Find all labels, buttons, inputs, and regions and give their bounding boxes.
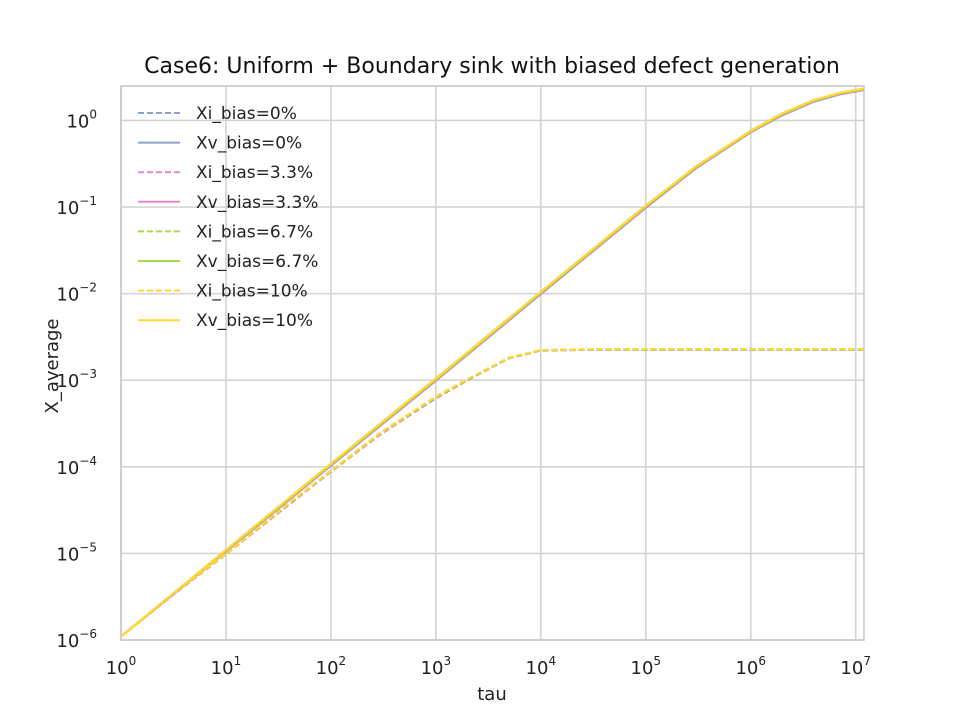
x-tick-label: 104 xyxy=(526,654,557,679)
y-tick-base: 10 xyxy=(56,544,79,565)
legend-label: Xi_bias=0% xyxy=(196,104,297,124)
x-tick-label: 101 xyxy=(211,654,242,679)
y-tick-base: 10 xyxy=(56,458,79,479)
x-tick-exp: 6 xyxy=(758,654,766,668)
legend-label: Xi_bias=6.7% xyxy=(196,222,313,242)
y-tick-base: 10 xyxy=(56,631,79,652)
x-tick-base: 10 xyxy=(106,658,129,679)
x-tick-exp: 3 xyxy=(443,654,451,668)
x-tick-exp: 5 xyxy=(653,654,661,668)
x-tick-exp: 4 xyxy=(548,654,556,668)
x-tick-base: 10 xyxy=(316,658,339,679)
y-tick-base: 10 xyxy=(66,111,89,132)
y-tick-label: 10−5 xyxy=(56,540,97,565)
y-tick-exp: −2 xyxy=(79,281,97,295)
y-axis-label: X_average xyxy=(42,318,63,413)
x-tick-base: 10 xyxy=(631,658,654,679)
x-tick-base: 10 xyxy=(735,658,758,679)
legend-label: Xv_bias=10% xyxy=(196,311,313,331)
y-tick-label: 10−3 xyxy=(56,367,97,392)
legend-label: Xv_bias=6.7% xyxy=(196,252,318,272)
x-tick-exp: 2 xyxy=(339,654,347,668)
series-line-xi-bias-10- xyxy=(121,348,864,638)
y-tick-base: 10 xyxy=(56,198,79,219)
y-tick-label: 100 xyxy=(66,107,97,132)
x-tick-base: 10 xyxy=(840,658,863,679)
y-tick-exp: 0 xyxy=(89,107,97,121)
chart-title: Case6: Uniform + Boundary sink with bias… xyxy=(144,54,840,79)
legend-label: Xv_bias=0% xyxy=(196,134,302,154)
x-tick-base: 10 xyxy=(421,658,444,679)
legend-label: Xi_bias=10% xyxy=(196,282,308,302)
y-tick-exp: −3 xyxy=(79,367,97,381)
x-tick-base: 10 xyxy=(526,658,549,679)
legend-label: Xi_bias=3.3% xyxy=(196,163,313,183)
y-tick-label: 10−1 xyxy=(56,194,97,219)
y-tick-label: 10−2 xyxy=(56,281,97,306)
legend: Xi_bias=0% Xv_bias=0% Xi_bias=3.3% Xv_bias=… xyxy=(138,104,318,331)
x-axis-label: tau xyxy=(477,684,507,705)
legend-label: Xv_bias=3.3% xyxy=(196,193,318,213)
x-tick-exp: 0 xyxy=(129,654,137,668)
y-tick-exp: −1 xyxy=(79,194,97,208)
y-tick-base: 10 xyxy=(56,285,79,306)
plot-area xyxy=(120,85,865,641)
x-tick-base: 10 xyxy=(211,658,234,679)
x-tick-exp: 7 xyxy=(863,654,871,668)
y-tick-exp: −6 xyxy=(79,627,97,641)
y-tick-exp: −5 xyxy=(79,540,97,554)
x-tick-labels: 100 101 102 103 104 105 106 107 xyxy=(106,654,871,679)
y-tick-label: 10−6 xyxy=(56,627,97,652)
y-tick-label: 10−4 xyxy=(56,454,97,479)
x-tick-label: 107 xyxy=(840,654,871,679)
series-lines xyxy=(121,87,864,638)
x-tick-label: 100 xyxy=(106,654,137,679)
grid-lines xyxy=(120,86,864,641)
x-tick-label: 102 xyxy=(316,654,347,679)
x-tick-label: 106 xyxy=(735,654,766,679)
x-tick-label: 103 xyxy=(421,654,452,679)
series-line-xv-bias-10- xyxy=(121,87,864,638)
plot-frame xyxy=(120,85,865,641)
y-tick-base: 10 xyxy=(56,371,79,392)
y-tick-exp: −4 xyxy=(79,454,97,468)
x-tick-label: 105 xyxy=(631,654,662,679)
x-tick-exp: 1 xyxy=(234,654,242,668)
